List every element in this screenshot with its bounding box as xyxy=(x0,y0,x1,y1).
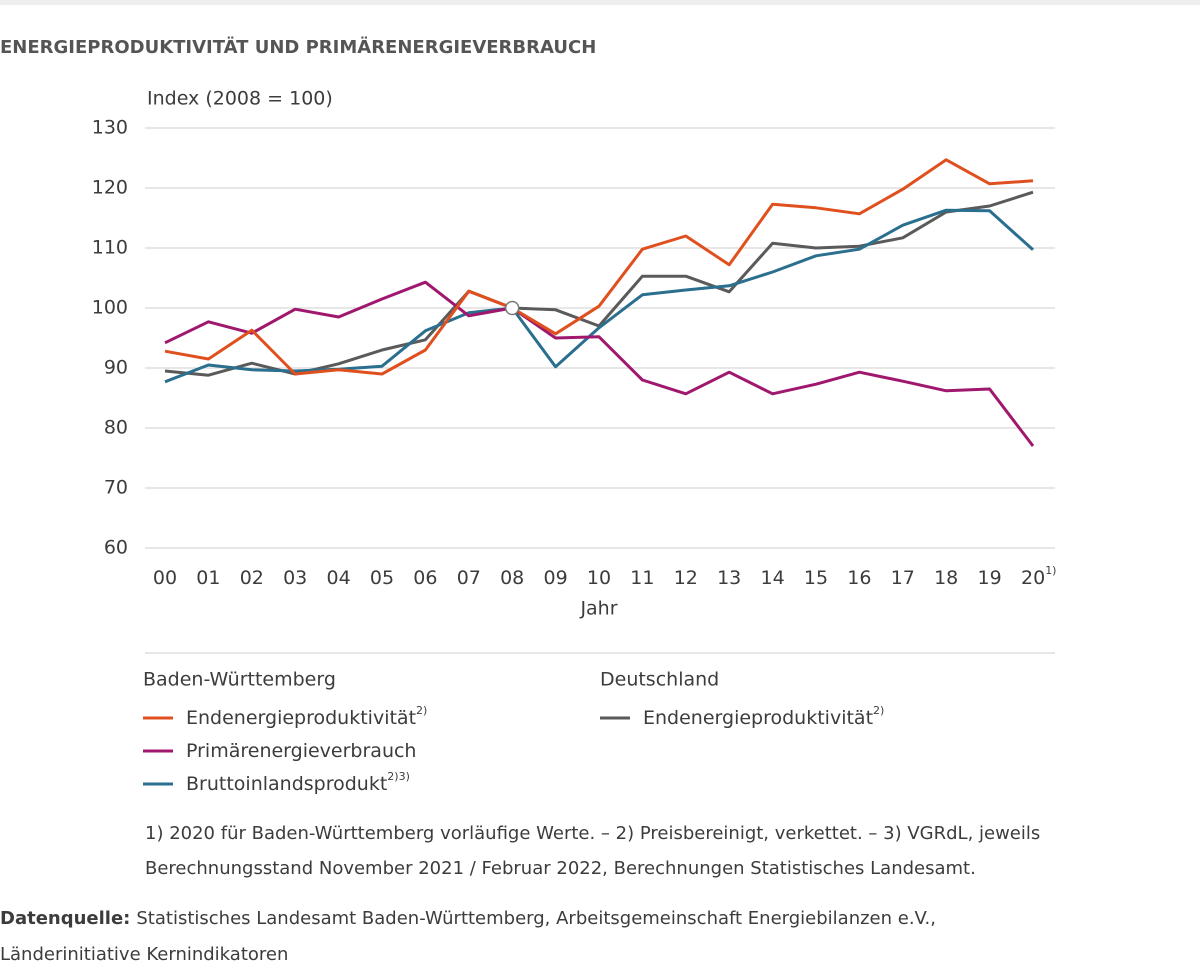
x-tick-text: 13 xyxy=(717,567,741,589)
x-tick-label: 09 xyxy=(544,567,568,589)
x-tick-text: 17 xyxy=(891,567,915,589)
x-tick-text: 11 xyxy=(630,567,654,589)
x-tick-text: 08 xyxy=(500,567,524,589)
series-line xyxy=(164,158,1034,376)
legend-name: Endenergieproduktivität xyxy=(643,707,873,729)
y-tick-label: 80 xyxy=(104,417,128,439)
legend-note: 2) xyxy=(416,704,427,717)
x-tick-label: 06 xyxy=(413,567,437,589)
y-tick-label: 120 xyxy=(92,177,128,199)
y-tick-label: 90 xyxy=(104,357,128,379)
x-tick-label: 16 xyxy=(847,567,871,589)
legend-label: Endenergieproduktivität2) xyxy=(186,704,427,729)
x-tick-text: 18 xyxy=(934,567,958,589)
legend-name: Primärenergieverbrauch xyxy=(186,740,416,762)
x-tick-text: 06 xyxy=(413,567,437,589)
x-tick-label: 10 xyxy=(587,567,611,589)
y-tick-label: 130 xyxy=(92,117,128,139)
x-tick-text: 04 xyxy=(327,567,351,589)
x-tick-label: 15 xyxy=(804,567,828,589)
legend-group-title: Baden-Württemberg xyxy=(143,669,336,691)
x-tick-label: 02 xyxy=(240,567,264,589)
legend-name: Bruttoinlandsprodukt xyxy=(186,773,387,795)
x-tick-label: 04 xyxy=(327,567,351,589)
source-label: Datenquelle: xyxy=(0,908,130,929)
x-tick-label: 13 xyxy=(717,567,741,589)
x-tick-text: 12 xyxy=(674,567,698,589)
x-tick-text: 14 xyxy=(761,567,785,589)
y-tick-label: 100 xyxy=(92,297,128,319)
x-tick-label: 11 xyxy=(630,567,654,589)
y-tick-label: 60 xyxy=(104,537,128,559)
footnote: 1) 2020 für Baden-Württemberg vorläufige… xyxy=(145,823,1040,844)
series-line xyxy=(164,208,1035,384)
x-tick-label: 14 xyxy=(761,567,785,589)
y-axis-label: Index (2008 = 100) xyxy=(147,88,333,110)
x-tick-text: 03 xyxy=(283,567,307,589)
series-line xyxy=(164,280,1035,447)
x-tick-text: 07 xyxy=(457,567,481,589)
legend-note: 2)3) xyxy=(387,770,410,783)
x-tick-label: 19 xyxy=(978,567,1002,589)
x-tick-text: 20 xyxy=(1021,567,1045,589)
x-tick-text: 09 xyxy=(544,567,568,589)
x-axis-label: Jahr xyxy=(579,598,617,620)
top-band xyxy=(0,0,1200,5)
x-tick-label: 00 xyxy=(153,567,177,589)
x-tick-text: 16 xyxy=(847,567,871,589)
x-tick-text: 05 xyxy=(370,567,394,589)
x-tick-label: 201) xyxy=(1021,564,1056,589)
x-tick-text: 00 xyxy=(153,567,177,589)
legend-name: Endenergieproduktivität xyxy=(186,707,416,729)
source-text: Statistisches Landesamt Baden-Württember… xyxy=(136,908,936,929)
series-line xyxy=(164,190,1034,377)
source: Länderinitiative Kernindikatoren xyxy=(0,944,288,965)
x-tick-label: 01 xyxy=(196,567,220,589)
x-tick-label: 12 xyxy=(674,567,698,589)
x-tick-note: 1) xyxy=(1045,564,1056,577)
x-tick-label: 03 xyxy=(283,567,307,589)
legend-label: Primärenergieverbrauch xyxy=(186,740,416,762)
x-tick-label: 07 xyxy=(457,567,481,589)
x-tick-text: 01 xyxy=(196,567,220,589)
legend-note: 2) xyxy=(873,704,884,717)
x-tick-text: 10 xyxy=(587,567,611,589)
legend-group-title: Deutschland xyxy=(600,669,719,691)
x-tick-label: 05 xyxy=(370,567,394,589)
source: Datenquelle: Statistisches Landesamt Bade… xyxy=(0,908,936,929)
x-tick-label: 08 xyxy=(500,567,524,589)
legend-label: Endenergieproduktivität2) xyxy=(643,704,884,729)
y-tick-label: 70 xyxy=(104,477,128,499)
x-tick-text: 02 xyxy=(240,567,264,589)
x-tick-text: 19 xyxy=(978,567,1002,589)
legend-label: Bruttoinlandsprodukt2)3) xyxy=(186,770,410,795)
footnote: Berechnungsstand November 2021 / Februar… xyxy=(145,858,976,879)
base-marker xyxy=(504,300,520,316)
y-tick-label: 110 xyxy=(92,237,128,259)
chart-title: ENERGIEPRODUKTIVITÄT UND PRIMÄRENERGIEVE… xyxy=(0,36,596,58)
x-tick-label: 18 xyxy=(934,567,958,589)
x-tick-label: 17 xyxy=(891,567,915,589)
x-tick-text: 15 xyxy=(804,567,828,589)
